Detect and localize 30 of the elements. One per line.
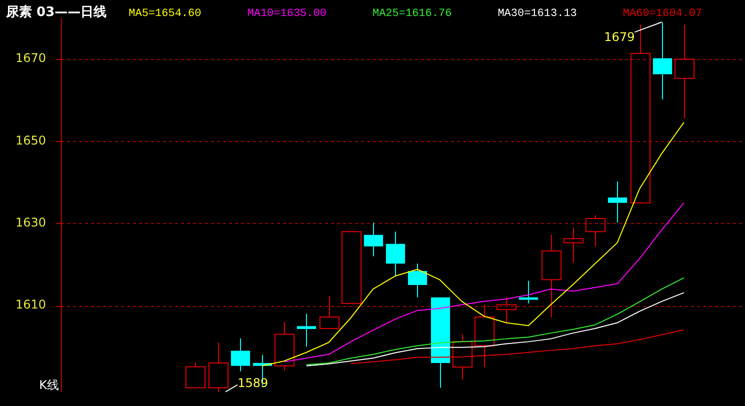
candlestick <box>518 280 538 304</box>
annotation: 1679 <box>604 30 635 44</box>
text: MA10=1635.00 <box>247 8 326 20</box>
y-tick-label: 1650 <box>15 133 46 148</box>
candlestick <box>430 297 450 388</box>
text: 尿素 03——日线 <box>6 4 107 21</box>
candlestick <box>608 180 628 224</box>
candlestick <box>274 321 295 371</box>
candlestick <box>408 263 428 298</box>
text: MA5=1654.60 <box>128 8 202 20</box>
annotation: 1589 <box>238 376 268 390</box>
candlestick <box>541 234 562 318</box>
candlestick <box>319 296 340 330</box>
candlestick <box>296 313 316 348</box>
y-tick-label: 1630 <box>15 216 46 230</box>
text: K线 <box>39 378 59 392</box>
y-tick-label: 1610 <box>15 298 46 312</box>
candlestick <box>386 231 406 276</box>
text: MA60=1604.07 <box>622 8 702 20</box>
candlestick <box>563 226 584 263</box>
candlestick <box>674 24 695 119</box>
candlestick <box>364 222 384 257</box>
candlestick <box>208 342 229 392</box>
candlestick <box>585 214 606 247</box>
text: MA25=1616.76 <box>372 8 452 20</box>
candlestick <box>230 338 250 372</box>
y-tick-label: 1670 <box>15 51 46 66</box>
candlestick <box>496 296 517 324</box>
candlestick <box>652 22 672 100</box>
text: MA30=1613.13 <box>498 8 577 20</box>
